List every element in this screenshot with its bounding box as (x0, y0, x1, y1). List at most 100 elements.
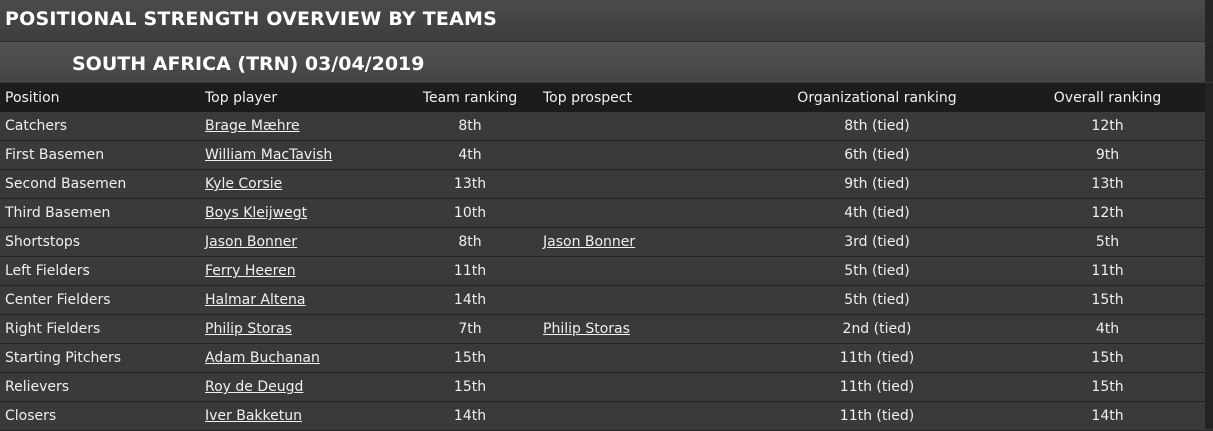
top-player-link[interactable]: Philip Storas (205, 321, 292, 337)
position-cell: Shortstops (0, 227, 200, 257)
column-header-top-player[interactable]: Top player (200, 83, 402, 112)
team-title: SOUTH AFRICA (TRN) 03/04/2019 (72, 53, 425, 75)
team-ranking-cell: 14th (402, 401, 538, 431)
title-bar-edge (1205, 0, 1213, 41)
top-player-cell: Ferry Heeren (200, 256, 402, 286)
top-player-cell: Boys Kleijwegt (200, 198, 402, 228)
top-player-cell: Halmar Altena (200, 285, 402, 315)
team-ranking-cell: 8th (402, 227, 538, 257)
top-player-link[interactable]: Adam Buchanan (205, 350, 320, 366)
column-header-organizational-ranking[interactable]: Organizational ranking (752, 83, 1002, 112)
top-player-cell: William MacTavish (200, 140, 402, 170)
top-player-link[interactable]: Boys Kleijwegt (205, 205, 308, 221)
table-row: Closers Iver Bakketun 14th 11th (tied) 14th (0, 401, 1213, 431)
top-player-cell: Philip Storas (200, 314, 402, 344)
top-prospect-cell (538, 112, 752, 141)
top-player-link[interactable]: William MacTavish (205, 147, 333, 163)
table-header-row: Position Top player Team ranking Top pro… (0, 83, 1213, 112)
position-cell: Right Fielders (0, 314, 200, 344)
overall-ranking-cell: 15th (1002, 343, 1213, 373)
position-cell: Center Fielders (0, 285, 200, 315)
overall-ranking-cell: 4th (1002, 314, 1213, 344)
position-cell: Catchers (0, 112, 200, 141)
position-cell: Left Fielders (0, 256, 200, 286)
table-row: Right Fielders Philip Storas 7th Philip Sto… (0, 314, 1213, 344)
overall-ranking-cell: 12th (1002, 112, 1213, 141)
top-player-link[interactable]: Jason Bonner (205, 234, 298, 250)
top-player-cell: Roy de Deugd (200, 372, 402, 402)
position-cell: Second Basemen (0, 169, 200, 199)
organizational-ranking-cell: 11th (tied) (752, 343, 1002, 373)
organizational-ranking-cell: 11th (tied) (752, 372, 1002, 402)
overall-ranking-cell: 5th (1002, 227, 1213, 257)
top-player-link[interactable]: Brage Mæhre (205, 118, 300, 134)
position-cell: Starting Pitchers (0, 343, 200, 373)
top-player-cell: Jason Bonner (200, 227, 402, 257)
table-row: Catchers Brage Mæhre 8th 8th (tied) 12th (0, 112, 1213, 141)
top-prospect-cell (538, 140, 752, 170)
top-prospect-cell (538, 256, 752, 286)
column-header-top-prospect[interactable]: Top prospect (538, 83, 752, 112)
top-prospect-cell: Jason Bonner (538, 227, 752, 257)
team-ranking-cell: 13th (402, 169, 538, 199)
table-row: Third Basemen Boys Kleijwegt 10th 4th (tied… (0, 198, 1213, 228)
organizational-ranking-cell: 5th (tied) (752, 256, 1002, 286)
team-header-edge (1205, 42, 1213, 82)
top-player-link[interactable]: Roy de Deugd (205, 379, 304, 395)
top-prospect-cell (538, 401, 752, 431)
table-row: Left Fielders Ferry Heeren 11th 5th (tied) 1… (0, 256, 1213, 286)
overall-ranking-cell: 15th (1002, 285, 1213, 315)
team-ranking-cell: 14th (402, 285, 538, 315)
column-header-overall-ranking[interactable]: Overall ranking (1002, 83, 1213, 112)
top-prospect-link[interactable]: Jason Bonner (543, 234, 636, 250)
table-row: Relievers Roy de Deugd 15th 11th (tied) 15th (0, 372, 1213, 402)
top-prospect-cell (538, 343, 752, 373)
team-ranking-cell: 15th (402, 343, 538, 373)
scrollbar-track[interactable] (1205, 83, 1213, 429)
top-player-link[interactable]: Ferry Heeren (205, 263, 296, 279)
team-ranking-cell: 7th (402, 314, 538, 344)
position-cell: Closers (0, 401, 200, 431)
top-player-link[interactable]: Kyle Corsie (205, 176, 283, 192)
top-player-link[interactable]: Iver Bakketun (205, 408, 302, 424)
organizational-ranking-cell: 9th (tied) (752, 169, 1002, 199)
organizational-ranking-cell: 5th (tied) (752, 285, 1002, 315)
top-prospect-cell (538, 285, 752, 315)
organizational-ranking-cell: 2nd (tied) (752, 314, 1002, 344)
team-header: SOUTH AFRICA (TRN) 03/04/2019 (0, 42, 1213, 82)
position-cell: Relievers (0, 372, 200, 402)
overall-ranking-cell: 12th (1002, 198, 1213, 228)
table-row: Starting Pitchers Adam Buchanan 15th 11th (… (0, 343, 1213, 373)
overall-ranking-cell: 9th (1002, 140, 1213, 170)
top-prospect-link[interactable]: Philip Storas (543, 321, 630, 337)
top-prospect-cell: Philip Storas (538, 314, 752, 344)
overall-ranking-cell: 15th (1002, 372, 1213, 402)
overall-ranking-cell: 14th (1002, 401, 1213, 431)
organizational-ranking-cell: 3rd (tied) (752, 227, 1002, 257)
organizational-ranking-cell: 8th (tied) (752, 112, 1002, 141)
position-cell: First Basemen (0, 140, 200, 170)
table-row: Center Fielders Halmar Altena 14th 5th (tie… (0, 285, 1213, 315)
overall-ranking-cell: 13th (1002, 169, 1213, 199)
team-ranking-cell: 8th (402, 112, 538, 141)
page-title: POSITIONAL STRENGTH OVERVIEW BY TEAMS (5, 8, 497, 30)
team-ranking-cell: 4th (402, 140, 538, 170)
team-ranking-cell: 11th (402, 256, 538, 286)
organizational-ranking-cell: 4th (tied) (752, 198, 1002, 228)
title-bar: POSITIONAL STRENGTH OVERVIEW BY TEAMS (0, 0, 1213, 42)
top-player-link[interactable]: Halmar Altena (205, 292, 306, 308)
column-header-team-ranking[interactable]: Team ranking (402, 83, 538, 112)
table-row: Shortstops Jason Bonner 8th Jason Bonner 3rd… (0, 227, 1213, 257)
top-player-cell: Adam Buchanan (200, 343, 402, 373)
team-ranking-cell: 10th (402, 198, 538, 228)
top-prospect-cell (538, 198, 752, 228)
top-prospect-cell (538, 169, 752, 199)
column-header-position[interactable]: Position (0, 83, 200, 112)
top-prospect-cell (538, 372, 752, 402)
table-row: Second Basemen Kyle Corsie 13th 9th (tied) 1… (0, 169, 1213, 199)
top-player-cell: Brage Mæhre (200, 112, 402, 141)
positional-strength-table: Position Top player Team ranking Top pro… (0, 83, 1213, 431)
table-row: First Basemen William MacTavish 4th 6th (ti… (0, 140, 1213, 170)
organizational-ranking-cell: 11th (tied) (752, 401, 1002, 431)
organizational-ranking-cell: 6th (tied) (752, 140, 1002, 170)
